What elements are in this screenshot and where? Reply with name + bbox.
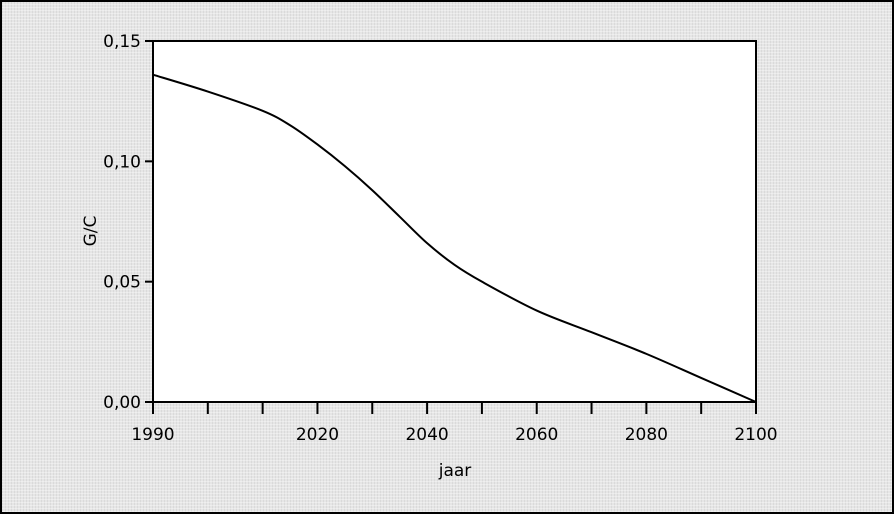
y-tick-label-3: 0,15 <box>103 32 141 52</box>
x-tick-label-4: 2080 <box>625 425 668 445</box>
y-tick-label-0: 0,00 <box>103 393 141 413</box>
plot-area <box>152 40 757 403</box>
x-tick-label-5: 2100 <box>734 425 777 445</box>
x-tick-label-2: 2040 <box>405 425 448 445</box>
x-tick-label-0: 1990 <box>131 425 174 445</box>
x-axis-title: jaar <box>438 461 472 481</box>
y-axis-title: G/C <box>81 216 101 247</box>
y-tick-label-1: 0,05 <box>103 273 141 293</box>
x-tick-label-1: 2020 <box>296 425 339 445</box>
x-tick-label-3: 2060 <box>515 425 558 445</box>
y-tick-label-2: 0,10 <box>103 152 141 172</box>
series-line-0 <box>152 73 757 403</box>
